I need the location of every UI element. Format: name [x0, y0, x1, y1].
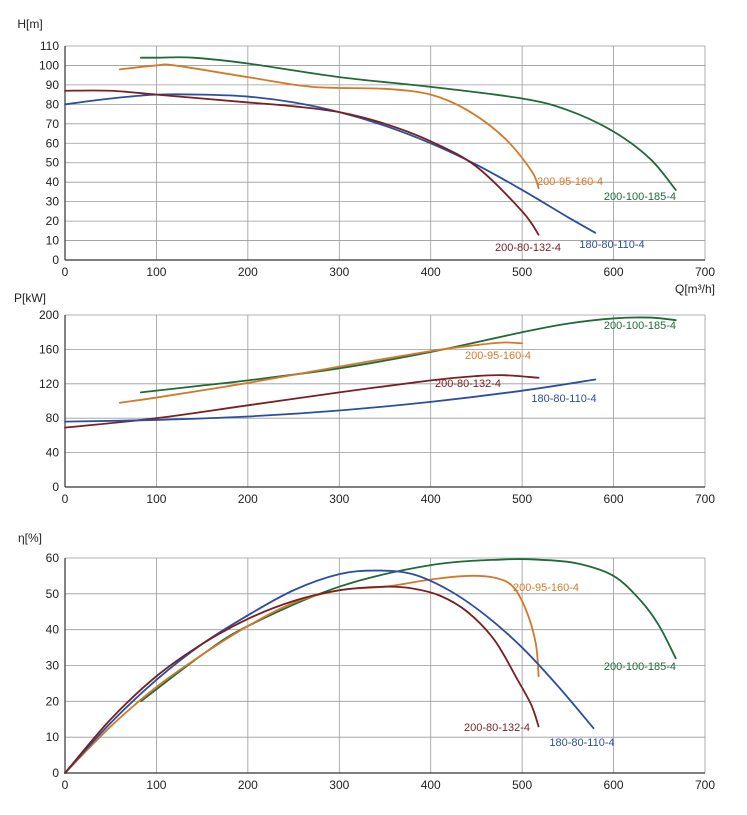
x-tick-label: 100	[146, 778, 166, 792]
y-tick-label: 10	[46, 234, 60, 248]
y-tick-label: 10	[46, 730, 60, 744]
series-label-200-100-185-4: 200-100-185-4	[604, 661, 676, 673]
series-line-200-95-160-4	[118, 63, 540, 189]
series-line-200-100-185-4	[139, 56, 677, 191]
y-axis-label: H[m]	[17, 17, 42, 31]
x-tick-label: 700	[695, 265, 715, 279]
y-tick-label: 70	[46, 117, 60, 131]
series-line-200-100-185-4	[139, 558, 677, 703]
series-line-180-80-110-4	[64, 569, 595, 774]
x-tick-label: 500	[512, 265, 532, 279]
y-tick-label: 160	[39, 342, 59, 356]
x-tick-label: 200	[238, 265, 258, 279]
y-tick-label: 40	[46, 446, 60, 460]
series-line-200-95-160-4	[118, 341, 524, 404]
series-label-200-95-160-4: 200-95-160-4	[537, 176, 603, 188]
y-tick-label: 0	[52, 253, 59, 267]
series-label-200-80-132-4: 200-80-132-4	[464, 722, 530, 734]
series-label-200-80-132-4: 200-80-132-4	[435, 378, 501, 390]
series-line-180-80-110-4	[64, 93, 597, 234]
series-label-180-80-110-4: 180-80-110-4	[531, 393, 596, 405]
x-tick-label: 700	[695, 778, 715, 792]
series-line-200-80-132-4	[64, 374, 540, 429]
y-tick-label: 80	[46, 411, 60, 425]
x-tick-label: 300	[329, 265, 349, 279]
y-tick-label: 40	[46, 175, 60, 189]
series-line-200-95-160-4	[64, 574, 540, 774]
y-tick-label: 50	[46, 587, 60, 601]
y-tick-label: 20	[46, 694, 60, 708]
series-line-200-80-132-4	[64, 585, 540, 774]
x-tick-label: 200	[238, 492, 258, 506]
x-tick-label: 600	[604, 778, 624, 792]
x-tick-label: 0	[62, 492, 69, 506]
y-tick-label: 100	[39, 58, 59, 72]
y-tick-label: 200	[39, 308, 59, 322]
y-tick-label: 120	[39, 377, 59, 391]
series-line-200-80-132-4	[64, 89, 540, 236]
series-label-200-95-160-4: 200-95-160-4	[465, 350, 531, 362]
y-tick-label: 20	[46, 214, 60, 228]
series-label-200-80-132-4: 200-80-132-4	[495, 242, 561, 254]
y-tick-label: 90	[46, 78, 60, 92]
y-tick-label: 30	[46, 195, 60, 209]
y-axis-label: η[%]	[18, 531, 42, 545]
chart-panel-2: 0 100 200 300 400 500 600 700 0 40 80 120 160 200 P[kW…	[14, 291, 715, 506]
y-tick-label: 60	[46, 551, 60, 565]
y-tick-label: 80	[46, 97, 60, 111]
x-tick-label: 400	[421, 492, 441, 506]
x-tick-label: 0	[62, 778, 69, 792]
y-tick-label: 50	[46, 156, 60, 170]
series-line-180-80-110-4	[64, 378, 597, 423]
x-tick-label: 600	[604, 492, 624, 506]
x-tick-label: 100	[146, 265, 166, 279]
series-label-200-100-185-4: 200-100-185-4	[604, 320, 676, 332]
x-tick-label: 700	[695, 492, 715, 506]
x-tick-label: 600	[604, 265, 624, 279]
y-tick-label: 60	[46, 136, 60, 150]
x-tick-label: 500	[512, 492, 532, 506]
x-tick-label: 500	[512, 778, 532, 792]
chart-panel-1: 0 100 200 300 400 500 600 700 0 10 20 30 40 50 60 70 80 9…	[17, 17, 715, 296]
x-tick-label: 300	[329, 492, 349, 506]
y-tick-label: 110	[40, 39, 59, 53]
y-tick-label: 30	[46, 659, 60, 673]
x-tick-label: 200	[238, 778, 258, 792]
series-line-200-100-185-4	[139, 316, 677, 394]
x-tick-label: 100	[146, 492, 166, 506]
x-tick-label: 0	[62, 265, 69, 279]
x-tick-label: 400	[421, 265, 441, 279]
y-axis-label: P[kW]	[14, 291, 46, 305]
series-label-200-95-160-4: 200-95-160-4	[513, 582, 579, 594]
x-tick-label: 300	[329, 778, 349, 792]
series-label-200-100-185-4: 200-100-185-4	[604, 191, 676, 203]
y-tick-label: 0	[52, 766, 59, 780]
x-axis-label: Q[m³/h]	[675, 282, 715, 296]
series-label-180-80-110-4: 180-80-110-4	[549, 737, 614, 749]
y-tick-label: 40	[46, 623, 60, 637]
series-label-180-80-110-4: 180-80-110-4	[579, 239, 644, 251]
y-tick-label: 0	[52, 480, 59, 494]
chart-panel-3: 0 100 200 300 400 500 600 700 0 10 20 30 40 50 60 η[%] 2…	[18, 531, 715, 792]
x-tick-label: 400	[421, 778, 441, 792]
